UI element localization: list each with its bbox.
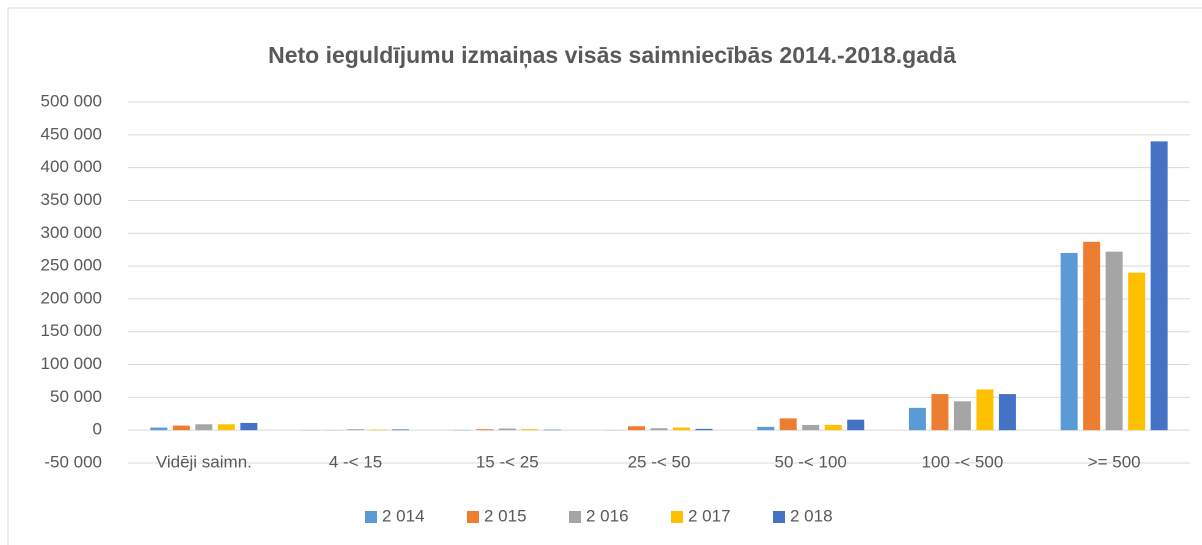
bar: [976, 389, 994, 431]
chart-border: [7, 7, 1202, 545]
y-tick-label: 350 000: [41, 190, 102, 209]
bar: [1105, 251, 1123, 431]
bar: [931, 394, 949, 431]
y-tick-label: 300 000: [41, 223, 102, 242]
y-tick-label: 200 000: [41, 288, 102, 307]
y-tick-label: 250 000: [41, 256, 102, 275]
x-tick-label: 4 -< 15: [329, 452, 382, 471]
bar: [1083, 241, 1101, 431]
bar: [347, 429, 365, 431]
chart-title: Neto ieguldījumu izmaiņas visās saimniec…: [268, 42, 956, 68]
bar: [217, 424, 235, 431]
legend-swatch: [365, 511, 377, 523]
bar: [476, 429, 494, 431]
bar: [521, 429, 539, 431]
legend-label: 2 015: [484, 506, 527, 525]
bar: [1150, 141, 1168, 431]
x-tick-label: 50 -< 100: [775, 452, 847, 471]
legend-swatch: [467, 511, 479, 523]
bar: [757, 426, 775, 431]
y-tick-label: 100 000: [41, 354, 102, 373]
bar: [543, 429, 561, 431]
x-tick-label: 15 -< 25: [476, 452, 539, 471]
bar: [953, 401, 971, 431]
legend-label: 2 016: [586, 506, 629, 525]
legend-swatch: [773, 511, 785, 523]
y-tick-label: 400 000: [41, 157, 102, 176]
y-tick-label: 0: [93, 420, 102, 439]
legend-label: 2 014: [382, 506, 425, 525]
legend-label: 2 018: [790, 506, 833, 525]
bar: [195, 424, 213, 431]
bar: [908, 407, 926, 431]
bar: [369, 429, 387, 431]
bar: [150, 427, 168, 431]
y-tick-label: -50 000: [44, 452, 102, 471]
y-tick-label: 150 000: [41, 321, 102, 340]
x-tick-label: Vidēji saimn.: [156, 452, 252, 471]
bar: [1060, 252, 1078, 431]
bar: [498, 428, 516, 431]
bar: [650, 428, 668, 431]
bar: [628, 426, 645, 431]
bar: [673, 427, 690, 431]
legend-swatch: [569, 511, 581, 523]
legend-label: 2 017: [688, 506, 731, 525]
bar: [695, 428, 713, 431]
x-tick-label: 100 -< 500: [922, 452, 1004, 471]
bar: [998, 394, 1016, 431]
x-tick-label: 25 -< 50: [628, 452, 691, 471]
bar: [824, 424, 842, 431]
y-tick-label: 50 000: [50, 387, 102, 406]
x-tick-label: >= 500: [1088, 452, 1141, 471]
bar: [392, 429, 410, 431]
legend-swatch: [671, 511, 683, 523]
bar: [172, 425, 190, 431]
bar: [847, 419, 865, 431]
y-tick-label: 500 000: [41, 91, 102, 110]
bar: [802, 424, 820, 431]
bar: [240, 422, 258, 431]
bar: [779, 418, 797, 431]
bar: [1128, 272, 1146, 431]
y-tick-label: 450 000: [41, 124, 102, 143]
